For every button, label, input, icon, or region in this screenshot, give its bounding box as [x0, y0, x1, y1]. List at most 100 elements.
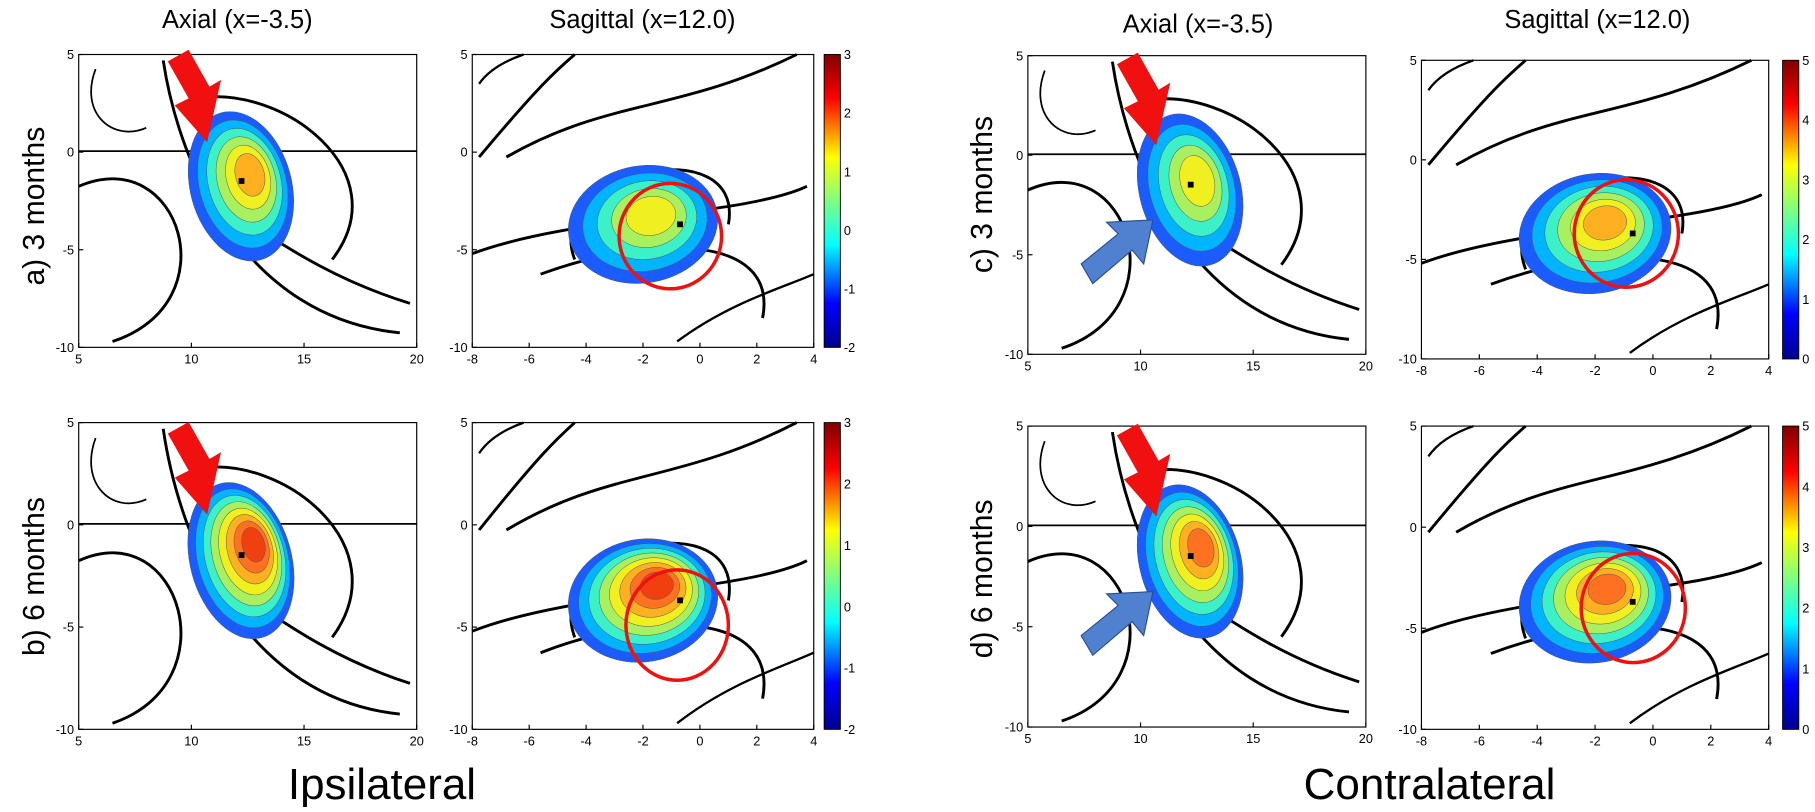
y-tick-label: -5 — [456, 620, 467, 635]
x-tick-label: -2 — [1589, 734, 1600, 749]
peak-marker — [1187, 553, 1194, 559]
y-tick-label: -5 — [1012, 619, 1023, 634]
x-tick-label: 10 — [1133, 731, 1147, 746]
x-tick-label: -2 — [637, 352, 648, 367]
x-tick-label: 15 — [1246, 359, 1260, 374]
colorbar-tick-label: 1 — [844, 164, 851, 179]
panel-frame — [1027, 55, 1367, 355]
atlas-outline — [1027, 552, 1132, 723]
atlas-outline — [478, 53, 524, 85]
blue-arrow — [1080, 219, 1154, 285]
colorbar-tick-label: 4 — [1802, 113, 1809, 128]
x-tick-label: -4 — [580, 734, 591, 749]
row-label: a) 3 months — [18, 127, 51, 286]
atlas-outline — [1039, 440, 1096, 507]
x-tick-label: 5 — [75, 352, 82, 367]
atlas-outline — [505, 53, 798, 159]
colorbar-tick-label: 5 — [1802, 419, 1809, 434]
panel-frame — [1420, 59, 1770, 360]
panel-frame — [1420, 425, 1770, 730]
colorbar-tick-label: -1 — [844, 281, 855, 296]
peak-marker — [1629, 598, 1636, 605]
x-tick-label: -6 — [1474, 363, 1485, 378]
x-tick-label: 0 — [1649, 734, 1656, 749]
atlas-outline — [1427, 59, 1474, 91]
x-tick-label: 15 — [1246, 731, 1260, 746]
x-tick-label: -2 — [637, 734, 648, 749]
y-tick-label: 5 — [1016, 48, 1023, 63]
y-tick-label: -10 — [56, 340, 74, 355]
colorbar-tick-label: 0 — [1802, 352, 1809, 367]
x-tick-label: -4 — [1532, 363, 1543, 378]
colorbar-tick-label: -2 — [844, 340, 855, 355]
red-arrow — [167, 422, 222, 515]
atlas-outline — [78, 177, 183, 343]
y-tick-label: 0 — [461, 145, 468, 160]
colorbar-tick-label: 3 — [1802, 172, 1809, 187]
y-tick-label: -5 — [1012, 247, 1023, 262]
atlas-outline — [78, 551, 183, 725]
red-arrow — [1116, 52, 1171, 146]
x-tick-label: 4 — [810, 734, 817, 749]
atlas-outline — [1455, 58, 1752, 167]
peak-marker — [1187, 181, 1194, 188]
y-tick-label: -5 — [1405, 252, 1416, 267]
x-tick-label: 0 — [696, 734, 703, 749]
red-arrow — [167, 49, 222, 143]
activation-contour — [1187, 528, 1215, 568]
column-title: Sagittal (x=12.0) — [549, 6, 735, 34]
red-circle — [624, 568, 731, 683]
atlas-outline — [1039, 70, 1096, 136]
panel-frame — [78, 422, 418, 730]
panel-frame — [471, 422, 815, 730]
atlas-outline — [1629, 283, 1770, 354]
x-tick-label: 10 — [184, 352, 198, 367]
atlas-outline — [1455, 424, 1752, 534]
y-tick-label: 0 — [1016, 519, 1023, 534]
x-tick-label: 15 — [297, 734, 311, 749]
activation-contour — [1179, 155, 1216, 207]
colorbar-tick-label: 3 — [844, 47, 851, 62]
atlas-outline — [477, 421, 576, 531]
x-tick-label: -6 — [524, 734, 535, 749]
colorbar-tick-label: 2 — [844, 477, 851, 492]
y-tick-label: 0 — [461, 517, 468, 532]
y-tick-label: -10 — [1398, 722, 1416, 737]
peak-marker — [677, 221, 683, 228]
colorbar — [1782, 425, 1800, 730]
row-label: b) 6 months — [18, 497, 51, 656]
red-arrow — [1116, 423, 1171, 517]
y-tick-label: -10 — [1005, 720, 1023, 735]
x-tick-label: 10 — [1133, 359, 1147, 374]
y-tick-label: -10 — [1398, 352, 1416, 367]
y-tick-label: 5 — [461, 47, 468, 62]
x-tick-label: -4 — [1532, 734, 1543, 749]
x-tick-label: 20 — [1359, 359, 1373, 374]
peak-marker — [238, 178, 245, 184]
atlas-outline — [676, 273, 815, 343]
blue-arrow — [1080, 590, 1154, 657]
y-tick-label: 0 — [1016, 148, 1023, 163]
group-label: Contralateral — [1304, 760, 1556, 807]
x-tick-label: 4 — [1765, 734, 1772, 749]
y-tick-label: 5 — [1016, 419, 1023, 434]
x-tick-label: 4 — [810, 352, 817, 367]
x-tick-label: 4 — [1765, 363, 1772, 378]
atlas-outline — [1629, 652, 1770, 725]
y-tick-label: -10 — [449, 340, 467, 355]
colorbar-tick-label: 5 — [1802, 53, 1809, 68]
x-tick-label: 20 — [410, 734, 424, 749]
y-tick-label: 0 — [1410, 152, 1417, 167]
atlas-outline — [505, 421, 798, 532]
group-label: Ipsilateral — [288, 760, 476, 807]
x-tick-label: 5 — [1024, 731, 1031, 746]
y-tick-label: -5 — [1405, 621, 1416, 636]
x-tick-label: 10 — [184, 734, 198, 749]
x-tick-label: 15 — [297, 352, 311, 367]
atlas-outline — [477, 53, 576, 158]
atlas-outline — [1145, 97, 1303, 266]
colorbar-tick-label: -1 — [844, 661, 855, 676]
x-tick-label: -6 — [1474, 734, 1485, 749]
x-tick-label: -6 — [524, 352, 535, 367]
row-label: d) 6 months — [966, 499, 999, 658]
